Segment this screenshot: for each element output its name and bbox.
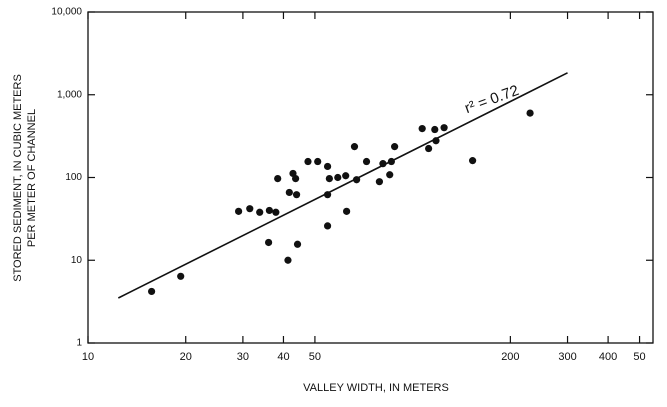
x-tick-label: 400 xyxy=(599,351,617,363)
point xyxy=(293,240,302,248)
point xyxy=(323,222,332,230)
x-tick-label: 20 xyxy=(180,351,192,363)
point xyxy=(147,287,156,296)
point xyxy=(323,191,332,199)
point xyxy=(284,256,292,264)
point xyxy=(256,208,264,216)
point xyxy=(375,178,384,186)
plot-frame xyxy=(87,11,654,344)
point xyxy=(391,143,399,151)
point xyxy=(362,157,371,166)
point xyxy=(285,188,293,197)
annotation: r² = 0.72 xyxy=(462,82,521,117)
point xyxy=(265,206,273,215)
x-axis-label: VALLEY WIDTH, IN METERS xyxy=(303,382,449,394)
point xyxy=(325,174,333,183)
point xyxy=(343,207,351,215)
y-tick-label: 100 xyxy=(65,172,82,183)
point xyxy=(292,191,301,199)
point xyxy=(177,272,185,280)
y-tick-label: 1,000 xyxy=(57,89,82,100)
point xyxy=(432,137,440,145)
point xyxy=(350,143,359,151)
point xyxy=(387,157,395,166)
x-tick-label: 300 xyxy=(558,351,576,363)
point xyxy=(379,160,387,168)
point xyxy=(425,144,433,153)
point xyxy=(526,109,534,117)
x-tick-label: 10 xyxy=(82,351,94,363)
x-tick-label: 50 xyxy=(633,351,645,363)
point xyxy=(246,205,254,213)
point xyxy=(292,174,300,183)
fit-line xyxy=(117,72,568,299)
y-axis-label: PER METER OF CHANNEL xyxy=(26,109,38,247)
x-tick-label: 50 xyxy=(309,351,321,363)
point xyxy=(235,207,243,215)
point xyxy=(334,173,342,182)
point xyxy=(418,124,426,133)
y-tick-label: 10 xyxy=(71,255,83,266)
y-axis-label: STORED SEDIMENT, IN CUBIC METERS xyxy=(12,74,24,282)
point xyxy=(342,172,350,180)
point xyxy=(353,176,361,184)
point xyxy=(469,157,477,165)
x-tick-label: 200 xyxy=(501,351,519,363)
point xyxy=(304,157,312,166)
point xyxy=(323,162,332,171)
point xyxy=(272,208,280,216)
point xyxy=(265,238,273,247)
point xyxy=(440,124,448,132)
point xyxy=(314,157,322,166)
x-tick-label: 40 xyxy=(277,351,289,363)
point xyxy=(274,174,282,183)
point xyxy=(386,171,394,179)
x-tick-label: 30 xyxy=(237,351,249,363)
point xyxy=(431,125,439,134)
y-tick-label: 1 xyxy=(76,338,82,349)
y-tick-label: 10,000 xyxy=(51,7,82,18)
